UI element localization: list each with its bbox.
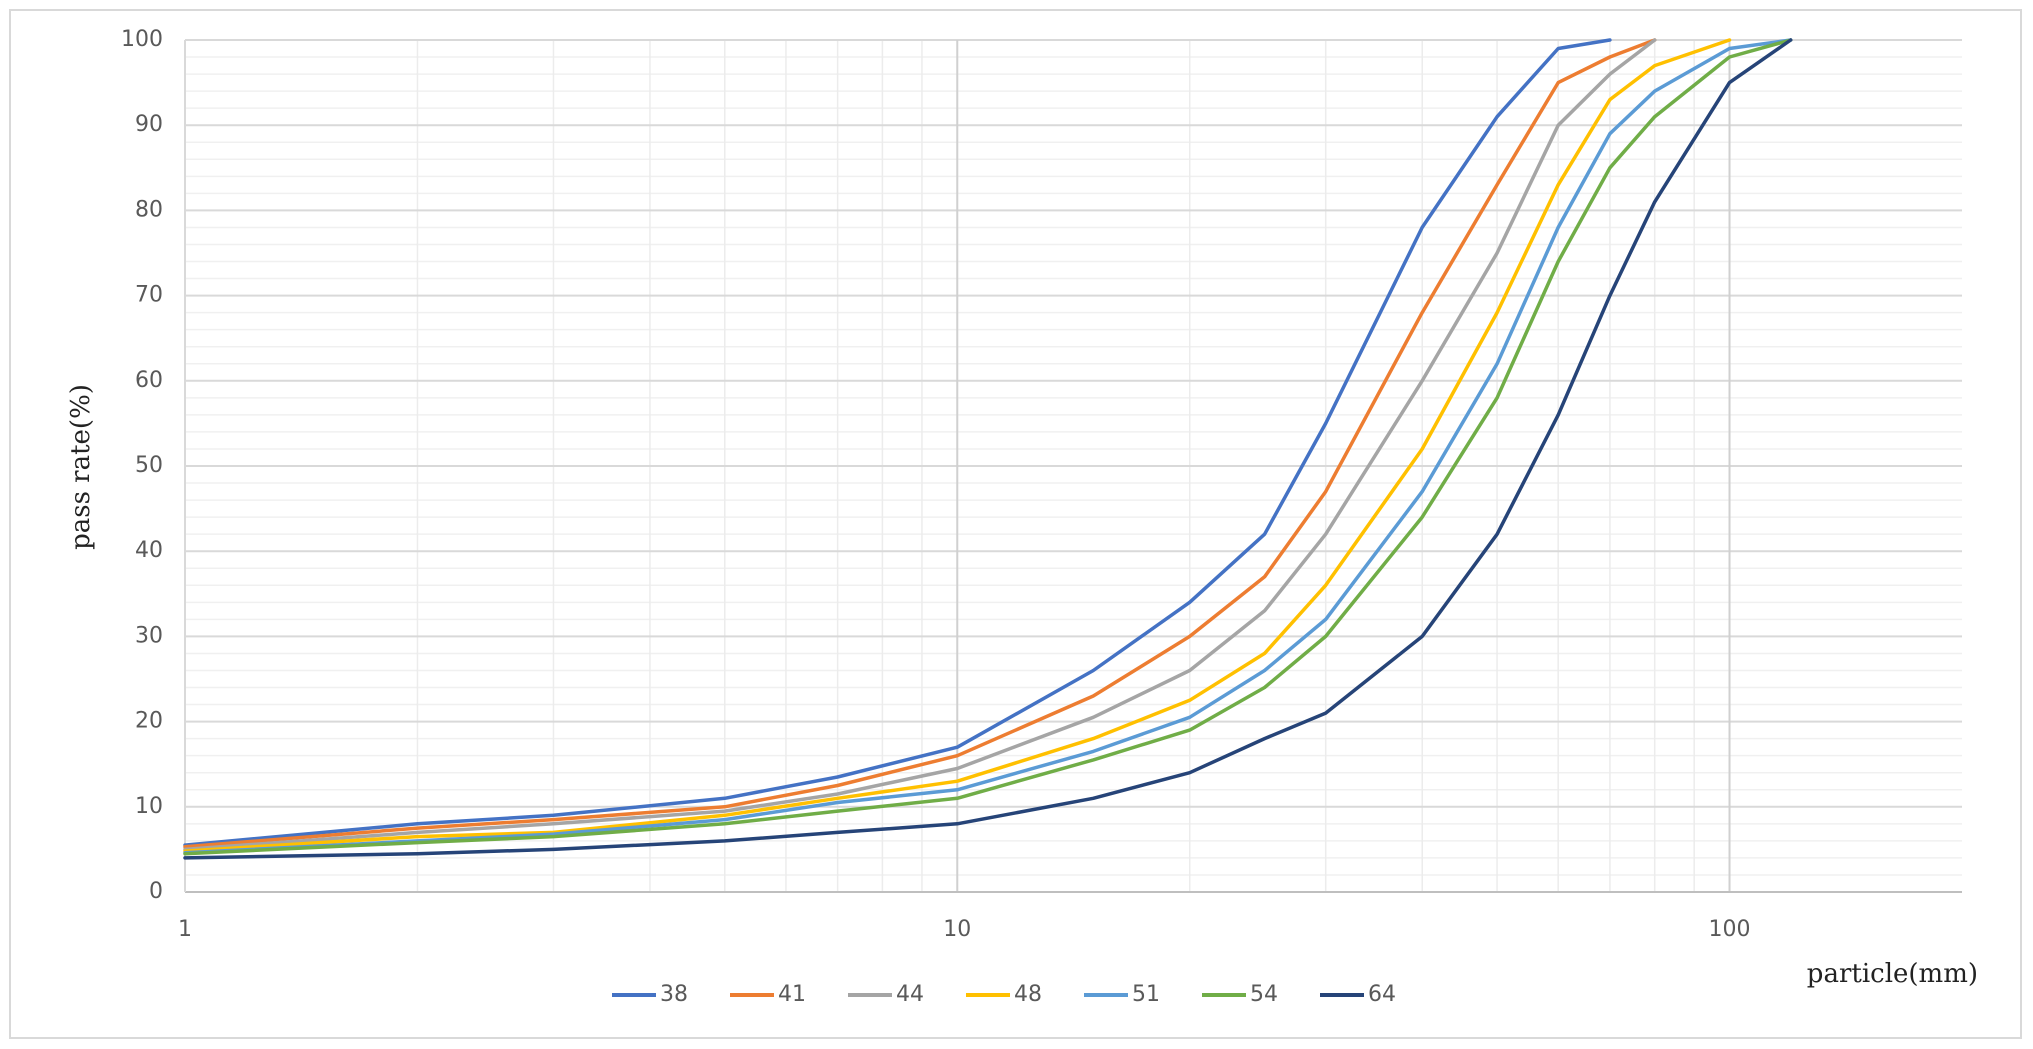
y-tick-label: 60 xyxy=(135,368,163,393)
series-line xyxy=(183,38,1793,860)
series-line xyxy=(183,38,1612,847)
y-tick-label: 40 xyxy=(135,538,163,563)
y-tick-label: 80 xyxy=(135,197,163,222)
y-tick-label: 10 xyxy=(135,794,163,819)
legend-label: 51 xyxy=(1132,982,1160,1007)
legend-label: 44 xyxy=(896,982,924,1007)
series-line xyxy=(183,38,1657,849)
series-line xyxy=(183,38,1732,853)
x-tick-label: 1 xyxy=(178,917,192,942)
legend: 38 41 44 48 51 54 64 xyxy=(612,982,1396,1007)
legend-label: 64 xyxy=(1368,982,1396,1007)
y-tick-label: 0 xyxy=(149,879,163,904)
legend-label: 54 xyxy=(1250,982,1278,1007)
x-tick-label: 100 xyxy=(1709,917,1751,942)
series-line xyxy=(183,38,1793,855)
chart-frame xyxy=(9,9,2022,1039)
series-line xyxy=(183,38,1793,856)
y-tick-label: 90 xyxy=(135,112,163,137)
y-tick-label: 30 xyxy=(135,623,163,648)
legend-label: 41 xyxy=(778,982,806,1007)
y-tick-label: 50 xyxy=(135,453,163,478)
y-tick-label: 20 xyxy=(135,709,163,734)
series-line xyxy=(183,38,1657,852)
y-tick-label: 70 xyxy=(135,283,163,308)
y-axis-title: pass rate(%) xyxy=(66,384,96,550)
x-axis-title: particle(mm) xyxy=(1807,959,1978,989)
legend-label: 48 xyxy=(1014,982,1042,1007)
plot xyxy=(183,38,1793,860)
legend-label: 38 xyxy=(660,982,688,1007)
y-tick-label: 100 xyxy=(121,27,163,52)
x-tick-label: 10 xyxy=(943,917,971,942)
